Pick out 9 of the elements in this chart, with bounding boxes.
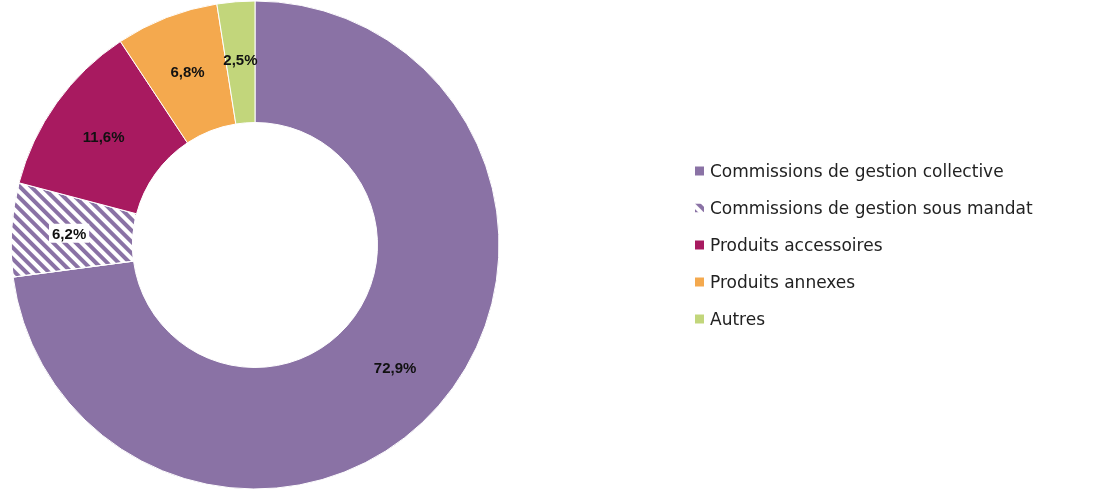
- data-label: 72,9%: [373, 359, 417, 377]
- legend-label: Produits annexes: [710, 272, 856, 292]
- data-label: 11,6%: [82, 127, 125, 145]
- data-label: 6,8%: [170, 62, 205, 80]
- legend-label: Produits accessoires: [710, 235, 883, 255]
- legend-label: Commissions de gestion collective: [710, 161, 1004, 181]
- data-label: 6,2%: [52, 224, 87, 242]
- legend-label: Commissions de gestion sous mandat: [710, 198, 1033, 218]
- legend-label: Autres: [710, 309, 766, 329]
